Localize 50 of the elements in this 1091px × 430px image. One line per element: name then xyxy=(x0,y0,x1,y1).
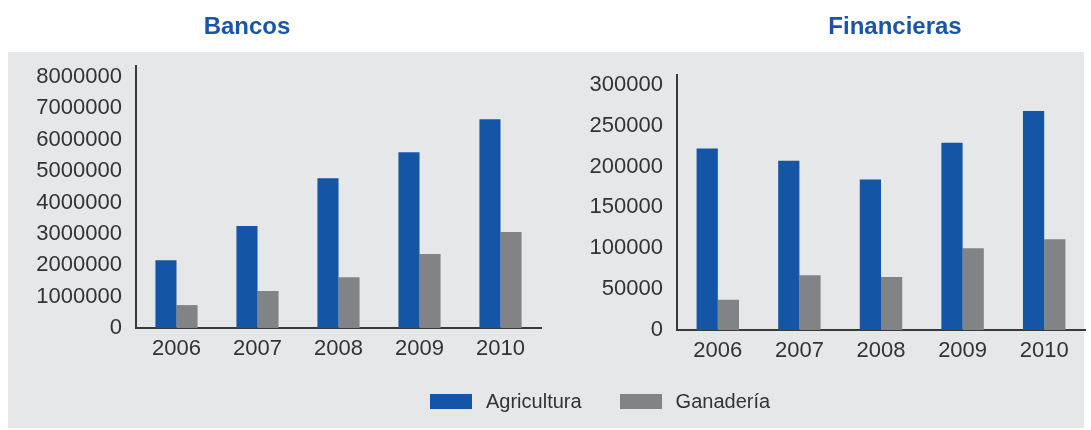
bar xyxy=(479,119,501,328)
y-tick-label: 200000 xyxy=(589,152,663,178)
x-tick-label: 2010 xyxy=(476,335,525,361)
y-tick-label: 100000 xyxy=(589,234,663,260)
y-tick-label: 0 xyxy=(109,314,122,340)
x-tick-label: 2008 xyxy=(856,337,906,363)
y-tick-label: 0 xyxy=(650,316,663,342)
chart-title: Bancos xyxy=(202,12,292,40)
y-tick-label: 300000 xyxy=(589,70,663,96)
bar xyxy=(398,152,420,328)
bar xyxy=(236,226,258,328)
y-tick-label: 50000 xyxy=(601,275,663,301)
x-tick-label: 2006 xyxy=(693,337,743,363)
x-tick-label: 2009 xyxy=(395,335,444,361)
y-tick-label: 250000 xyxy=(589,111,663,137)
bar xyxy=(338,277,360,328)
bar xyxy=(1044,239,1066,330)
bar xyxy=(778,160,800,330)
bar xyxy=(1022,110,1045,330)
y-tick-label: 3000000 xyxy=(36,219,122,245)
bar xyxy=(717,299,740,330)
y-tick-label: 1000000 xyxy=(36,282,122,308)
x-tick-label: 2007 xyxy=(774,337,824,363)
y-tick-label: 7000000 xyxy=(36,94,122,120)
legend-label: Agricultura xyxy=(486,390,582,413)
bar xyxy=(155,260,177,328)
bar xyxy=(881,276,903,330)
bar xyxy=(419,253,441,328)
y-tick-label: 4000000 xyxy=(36,188,122,214)
bar xyxy=(317,178,339,328)
bar xyxy=(941,142,963,330)
bar xyxy=(257,290,279,328)
x-tick-label: 2006 xyxy=(152,335,201,361)
x-tick-label: 2007 xyxy=(233,335,282,361)
x-tick-label: 2008 xyxy=(314,335,363,361)
bar xyxy=(962,248,984,330)
legend-label: Ganadería xyxy=(675,390,771,413)
bar xyxy=(859,179,881,330)
y-tick-label: 6000000 xyxy=(36,125,122,151)
y-tick-label: 150000 xyxy=(589,193,663,219)
x-tick-label: 2010 xyxy=(1019,337,1069,363)
bar xyxy=(696,148,718,330)
x-tick-label: 2009 xyxy=(938,337,988,363)
y-tick-label: 2000000 xyxy=(36,251,122,277)
chart-title: Financieras xyxy=(827,12,963,40)
bar xyxy=(500,231,522,328)
bar xyxy=(799,275,821,330)
y-tick-label: 5000000 xyxy=(36,157,122,183)
bar xyxy=(176,305,198,328)
y-tick-label: 8000000 xyxy=(36,63,122,89)
